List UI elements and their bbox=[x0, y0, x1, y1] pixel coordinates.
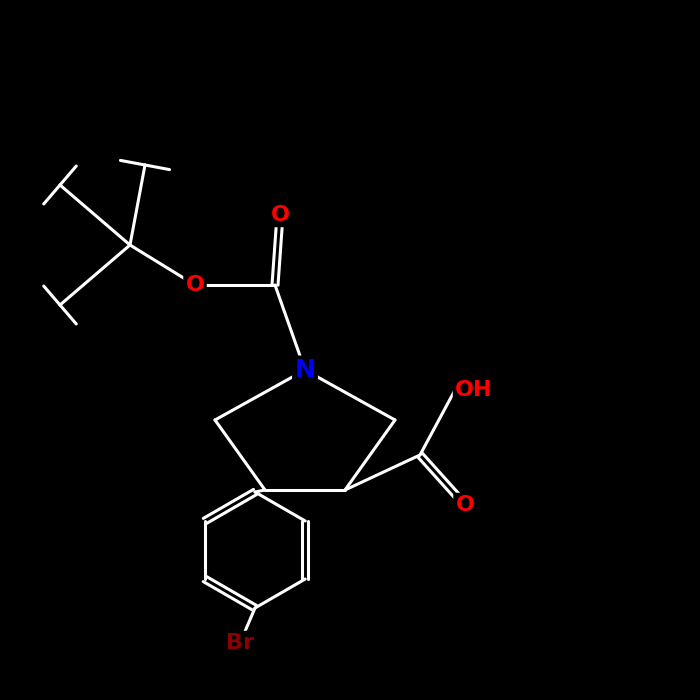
Text: O: O bbox=[456, 495, 475, 515]
Text: O: O bbox=[186, 275, 204, 295]
Text: OH: OH bbox=[455, 380, 493, 400]
Text: Br: Br bbox=[226, 633, 254, 653]
Text: N: N bbox=[295, 358, 316, 382]
Text: O: O bbox=[270, 205, 290, 225]
